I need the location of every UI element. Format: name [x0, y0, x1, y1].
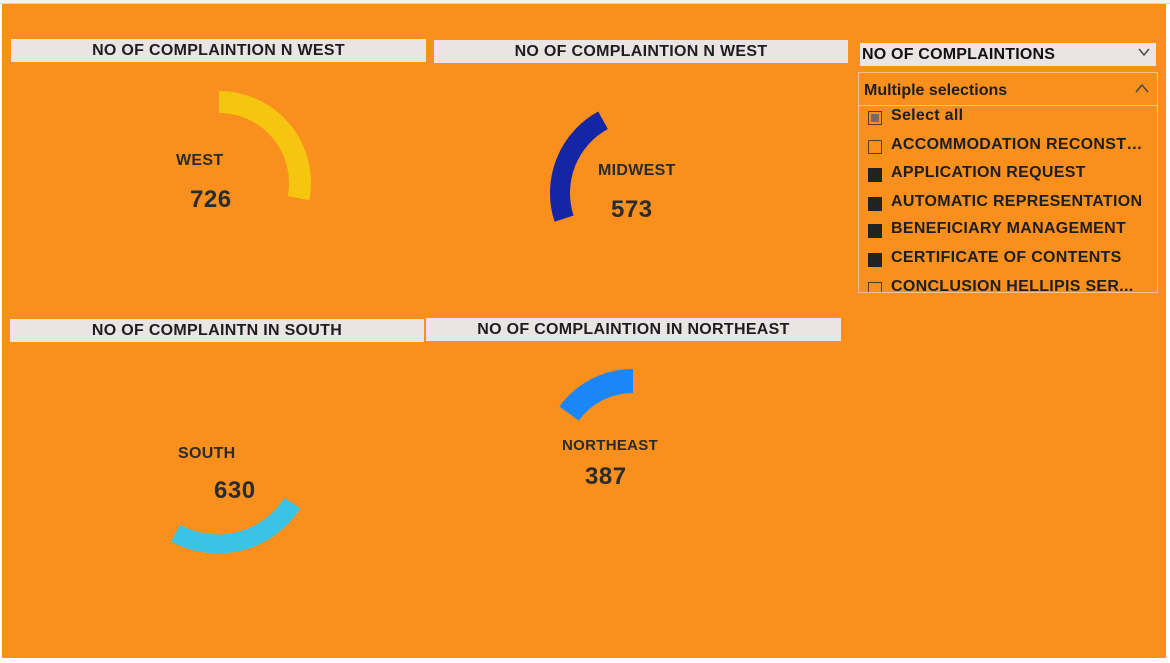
selection-mode-header[interactable]: Multiple selections [859, 73, 1157, 106]
checkbox[interactable] [868, 197, 882, 211]
region-value-south: 630 [214, 477, 256, 504]
region-label-south: SOUTH [178, 445, 236, 462]
donut-arc[interactable] [550, 111, 609, 222]
donut-chart-west [218, 91, 311, 201]
region-value-midwest: 573 [611, 196, 653, 223]
donut-arc[interactable] [218, 91, 311, 201]
donut-chart-northeast [559, 369, 634, 421]
slicer-item[interactable]: CERTIFICATE OF CONTENTS [859, 246, 1157, 274]
slicer-item-label: BENEFICIARY MANAGEMENT [891, 220, 1127, 237]
slicer-item-label: APPLICATION REQUEST [891, 164, 1086, 181]
slicer-item[interactable]: AUTOMATIC REPRESENTATION [859, 190, 1157, 218]
slicer-item-label: Select all [891, 107, 964, 124]
chevron-down-icon[interactable] [1138, 46, 1150, 58]
slicer-header[interactable]: NO OF COMPLAINTIONS [860, 43, 1156, 66]
checkbox[interactable] [868, 282, 882, 292]
slicer-item-select-all[interactable]: Select all [859, 104, 1157, 132]
card-title-south: NO OF COMPLAINTN IN SOUTH [10, 319, 424, 342]
checkbox[interactable] [868, 111, 882, 125]
chevron-up-icon[interactable] [1135, 83, 1149, 93]
card-title-west: NO OF COMPLAINTION N WEST [11, 39, 426, 62]
donut-chart-south [171, 497, 301, 554]
donut-arc[interactable] [171, 497, 301, 554]
slicer-dropdown-panel: Multiple selections Select all ACCOMMODA… [858, 72, 1158, 293]
card-title-midwest: NO OF COMPLAINTION N WEST [434, 40, 848, 63]
region-value-west: 726 [190, 186, 232, 213]
donut-arc[interactable] [559, 369, 634, 421]
checkbox[interactable] [868, 224, 882, 238]
slicer-item-label: ACCOMMODATION RECONSTRUCTION [891, 136, 1153, 153]
donut-chart-midwest [550, 111, 609, 222]
region-value-northeast: 387 [585, 463, 627, 490]
slicer-item[interactable]: APPLICATION REQUEST [859, 161, 1157, 189]
slicer-item[interactable]: CONCLUSION HELLIPIS SER... [859, 275, 1157, 293]
slicer-item-label: CERTIFICATE OF CONTENTS [891, 249, 1122, 266]
slicer-title: NO OF COMPLAINTIONS [862, 46, 1056, 63]
checkbox[interactable] [868, 140, 882, 154]
top-strip [0, 0, 1170, 4]
slicer-item-label: AUTOMATIC REPRESENTATION [891, 193, 1143, 210]
slicer-item[interactable]: BENEFICIARY MANAGEMENT [859, 217, 1157, 245]
checkbox[interactable] [868, 253, 882, 267]
region-label-west: WEST [176, 152, 224, 169]
card-title-northeast: NO OF COMPLAINTION IN NORTHEAST [426, 318, 841, 341]
slicer-item-label: CONCLUSION HELLIPIS SER... [891, 278, 1134, 293]
selection-mode-label: Multiple selections [864, 82, 1008, 99]
slicer-item[interactable]: ACCOMMODATION RECONSTRUCTION [859, 133, 1157, 161]
checkbox[interactable] [868, 168, 882, 182]
region-label-midwest: MIDWEST [598, 162, 676, 179]
region-label-northeast: NORTHEAST [562, 437, 659, 454]
